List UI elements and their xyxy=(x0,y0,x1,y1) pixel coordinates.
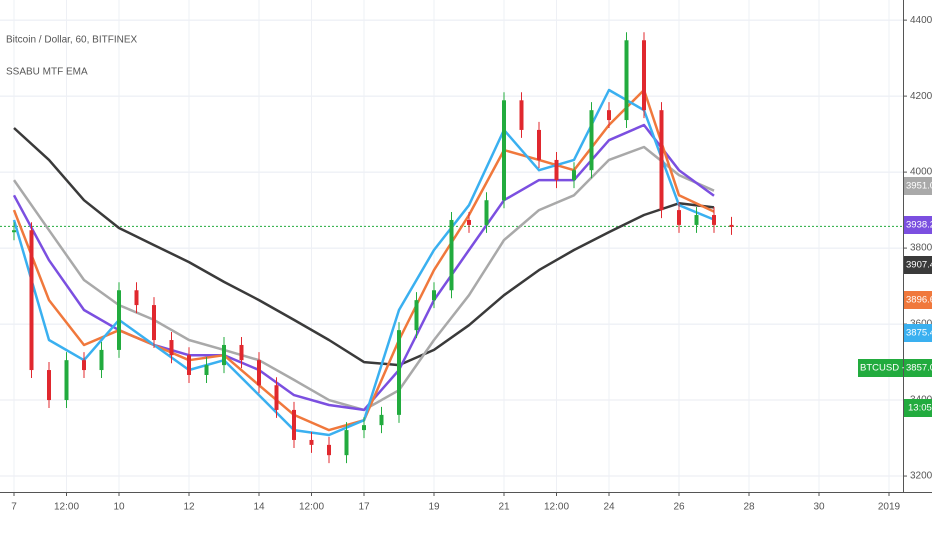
x-tick-label: 2019 xyxy=(878,502,901,513)
x-tick-label: 7 xyxy=(11,502,17,513)
price-tag-label: 3857.0 xyxy=(906,363,932,374)
candle xyxy=(222,344,226,366)
candle xyxy=(117,290,121,350)
candle xyxy=(292,409,296,440)
candle xyxy=(659,110,664,211)
candle xyxy=(502,100,506,201)
price-tag xyxy=(904,359,932,377)
candle xyxy=(589,110,594,171)
candle xyxy=(729,224,734,227)
candle xyxy=(47,370,51,401)
price-tag xyxy=(904,256,932,274)
candle xyxy=(572,170,576,181)
y-tick-label: 4400.0 xyxy=(910,15,932,26)
y-tick-label: 4000.0 xyxy=(910,167,932,178)
x-tick-label: 28 xyxy=(743,502,755,513)
price-tag-label: 3951.0 xyxy=(906,181,932,192)
x-tick-label: 12 xyxy=(183,502,195,513)
indicator-title: SSABU MTF EMA xyxy=(6,67,88,78)
candle xyxy=(327,444,331,456)
candle xyxy=(467,219,471,225)
candle xyxy=(694,215,699,225)
candle xyxy=(362,425,366,431)
candle xyxy=(257,360,261,386)
x-tick-label: 12:00 xyxy=(299,502,324,513)
symbol-tag xyxy=(858,359,903,377)
candle xyxy=(379,414,384,426)
x-tick-label: 12:00 xyxy=(544,502,569,513)
candle xyxy=(432,290,436,301)
candle xyxy=(29,230,34,371)
time-tag-label: 13:05 xyxy=(908,403,932,414)
price-tag xyxy=(904,177,932,195)
y-tick-label: 4200.0 xyxy=(910,91,932,102)
plot xyxy=(0,32,903,464)
candle xyxy=(484,200,489,225)
price-tag xyxy=(904,216,932,234)
candle xyxy=(99,349,104,371)
candle xyxy=(64,360,69,401)
x-tick-label: 12:00 xyxy=(54,502,79,513)
candle xyxy=(449,219,454,291)
candle xyxy=(624,40,629,121)
candle xyxy=(187,355,191,375)
candle xyxy=(309,439,314,445)
candle xyxy=(204,365,209,375)
candle xyxy=(397,330,401,415)
candle xyxy=(239,344,244,361)
candle xyxy=(642,40,646,111)
candle xyxy=(82,360,86,371)
price-tag-label: 3938.2 xyxy=(906,220,932,231)
candle xyxy=(519,100,524,130)
x-tick-label: 17 xyxy=(358,502,370,513)
price-tags: 3907.4 3951.0 3938.2 3896.6 3875.4 BTCUSD -0.… xyxy=(858,177,932,417)
candle xyxy=(169,340,174,356)
ema-line xyxy=(13,127,715,367)
x-tick-label: 26 xyxy=(673,502,685,513)
candle xyxy=(677,210,681,225)
candle xyxy=(712,215,716,225)
candle xyxy=(414,300,419,331)
candle xyxy=(344,430,349,456)
symbol-tag-label: BTCUSD -0.82% xyxy=(860,363,932,374)
x-tick-label: 24 xyxy=(603,502,615,513)
y-tick-label: 3200.0 xyxy=(910,471,932,482)
price-tag-label: 3896.6 xyxy=(906,295,932,306)
candle xyxy=(12,230,16,233)
price-tag xyxy=(904,324,932,342)
price-tag-label: 3907.4 xyxy=(906,260,932,271)
chart-title: Bitcoin / Dollar, 60, BITFINEX xyxy=(6,35,137,46)
candle xyxy=(554,159,559,181)
price-tag-label: 3875.4 xyxy=(906,328,932,339)
candle xyxy=(607,110,611,121)
price-tag xyxy=(904,291,932,309)
y-tick-label: 3800.0 xyxy=(910,243,932,254)
x-tick-label: 30 xyxy=(813,502,825,513)
candle xyxy=(274,385,279,410)
x-tick-label: 14 xyxy=(253,502,265,513)
candle xyxy=(152,305,156,341)
x-tick-label: 10 xyxy=(113,502,125,513)
x-tick-label: 21 xyxy=(498,502,510,513)
candle xyxy=(134,290,139,306)
candle xyxy=(537,129,541,160)
time-tag xyxy=(904,399,932,417)
x-tick-label: 19 xyxy=(428,502,440,513)
